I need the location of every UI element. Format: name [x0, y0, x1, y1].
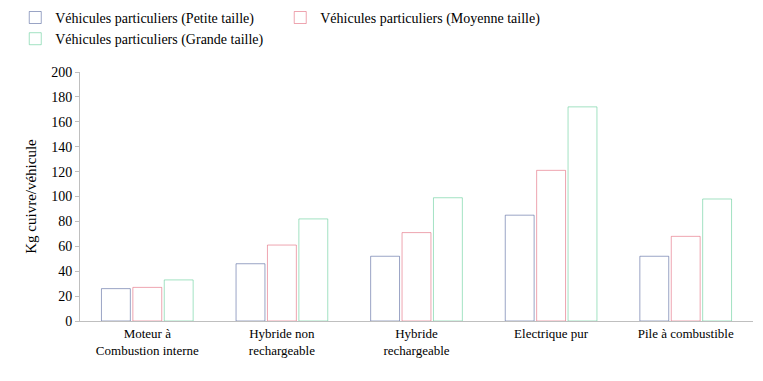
svg-text:Hybride nonrechargeable: Hybride nonrechargeable [249, 326, 315, 358]
svg-text:20: 20 [58, 289, 72, 304]
svg-text:160: 160 [51, 115, 72, 130]
svg-text:Pile à combustible: Pile à combustible [638, 326, 734, 341]
svg-text:Hybriderechargeable: Hybriderechargeable [383, 326, 449, 358]
svg-text:Moteur àCombustion interne: Moteur àCombustion interne [96, 326, 199, 358]
svg-text:120: 120 [51, 165, 72, 180]
svg-text:60: 60 [58, 239, 72, 254]
svg-text:Kg cuivre/véhicule: Kg cuivre/véhicule [23, 139, 39, 254]
svg-text:Véhicules particuliers (Grande: Véhicules particuliers (Grande taille) [55, 32, 263, 48]
svg-text:200: 200 [51, 65, 72, 80]
svg-text:140: 140 [51, 140, 72, 155]
svg-text:100: 100 [51, 189, 72, 204]
svg-text:80: 80 [58, 214, 72, 229]
svg-text:Véhicules particuliers (Petite: Véhicules particuliers (Petite taille) [55, 11, 254, 27]
svg-text:0: 0 [65, 314, 72, 329]
svg-text:Electrique pur: Electrique pur [514, 326, 589, 341]
svg-text:Véhicules particuliers (Moyenn: Véhicules particuliers (Moyenne taille) [320, 11, 540, 27]
svg-text:40: 40 [58, 264, 72, 279]
svg-text:180: 180 [51, 90, 72, 105]
